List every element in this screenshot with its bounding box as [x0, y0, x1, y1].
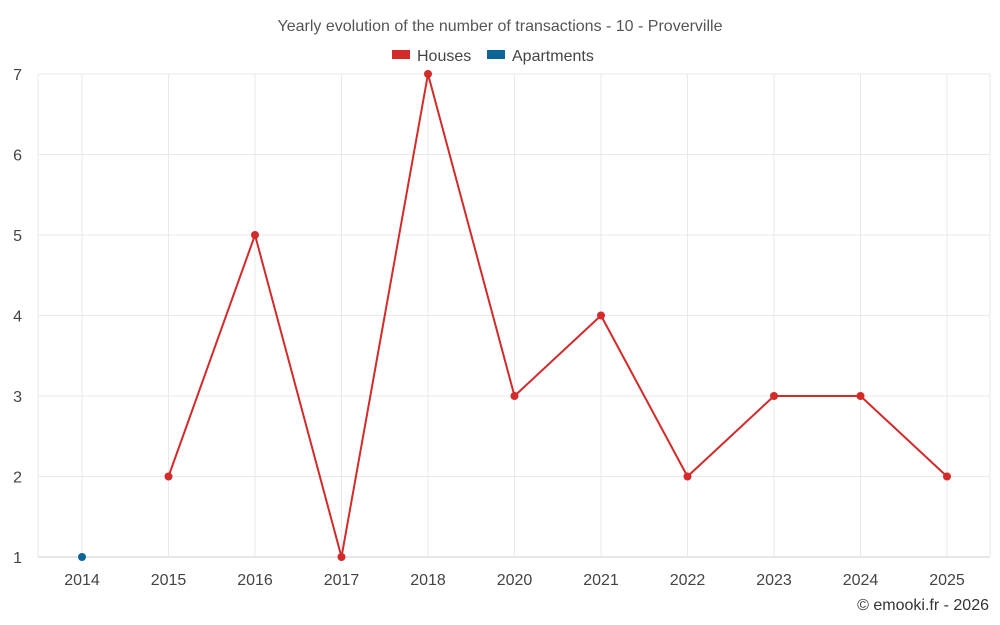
- x-tick-label: 2018: [410, 572, 446, 589]
- data-point-houses[interactable]: [424, 70, 432, 78]
- legend: Houses Apartments: [392, 48, 594, 65]
- legend-swatch-apartments: [487, 50, 505, 59]
- series-houses: [164, 70, 951, 561]
- y-tick-label: 3: [13, 389, 22, 406]
- x-tick-label: 2017: [324, 572, 360, 589]
- data-point-houses[interactable]: [683, 472, 692, 481]
- chart-title: Yearly evolution of the number of transa…: [278, 18, 723, 35]
- legend-swatch-houses: [392, 50, 410, 59]
- x-axis-ticks: 2014 2015 2016 2017 2018 2020 2021 2022 2023 2024…: [64, 572, 965, 589]
- x-tick-label: 2020: [497, 572, 533, 589]
- x-tick-label: 2021: [583, 572, 619, 589]
- data-point-houses[interactable]: [943, 472, 951, 481]
- x-tick-label: 2025: [929, 572, 965, 589]
- data-point-houses[interactable]: [510, 392, 519, 400]
- data-point-houses[interactable]: [337, 553, 346, 561]
- data-point-houses[interactable]: [856, 392, 865, 400]
- series-layer: [78, 70, 951, 561]
- data-point-apartments[interactable]: [78, 553, 86, 561]
- x-tick-label: 2016: [237, 572, 273, 589]
- data-point-houses[interactable]: [597, 311, 605, 320]
- x-tick-label: 2015: [151, 572, 187, 589]
- gridlines: [37, 73, 991, 558]
- data-point-houses[interactable]: [251, 231, 259, 239]
- y-tick-label: 5: [13, 228, 22, 245]
- y-axis-ticks: 1 2 3 4 5 6 7: [13, 67, 22, 567]
- series-apartments: [78, 553, 86, 561]
- y-tick-label: 6: [13, 148, 22, 165]
- x-tick-label: 2024: [843, 572, 879, 589]
- y-tick-label: 7: [13, 67, 22, 84]
- y-tick-label: 2: [13, 470, 22, 487]
- legend-label-houses[interactable]: Houses: [417, 48, 471, 65]
- data-point-houses[interactable]: [770, 392, 778, 400]
- y-tick-label: 4: [13, 309, 22, 326]
- y-tick-label: 1: [13, 550, 22, 567]
- data-point-houses[interactable]: [164, 472, 173, 481]
- legend-label-apartments[interactable]: Apartments: [512, 48, 594, 65]
- x-tick-label: 2023: [756, 572, 792, 589]
- credit-text: © emooki.fr - 2026: [857, 597, 989, 614]
- x-tick-label: 2014: [64, 572, 100, 589]
- x-tick-label: 2022: [670, 572, 706, 589]
- series-line-houses: [167, 73, 948, 558]
